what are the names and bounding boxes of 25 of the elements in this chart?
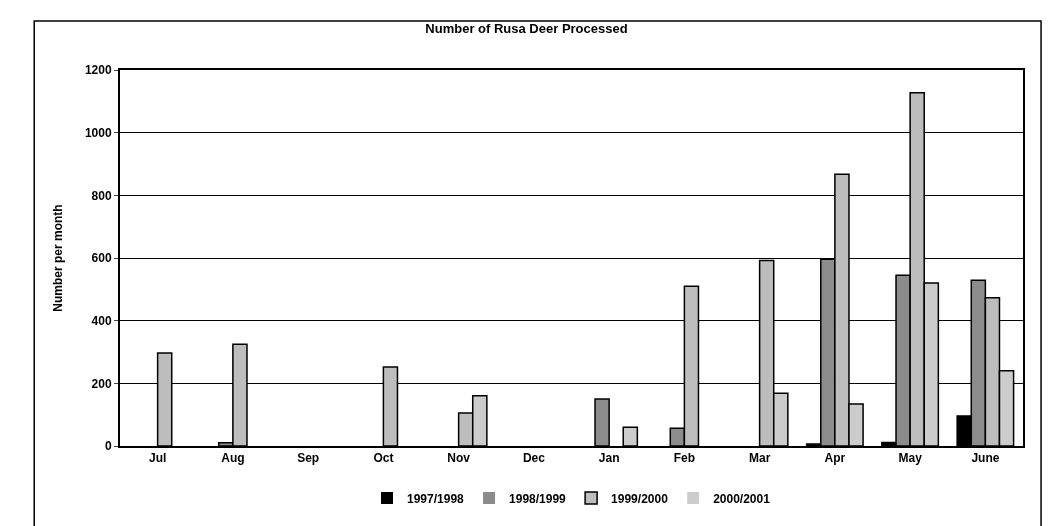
x-tick-label: Jul xyxy=(148,451,167,466)
y-tick-label: 0 xyxy=(104,439,112,454)
legend-label: 1999/2000 xyxy=(611,491,669,506)
x-tick-label: Dec xyxy=(522,451,546,466)
legend-label: 1998/1999 xyxy=(509,491,567,506)
x-tick-label: Aug xyxy=(221,451,245,466)
legend-label: 1997/1998 xyxy=(407,491,465,506)
y-tick-label: 600 xyxy=(91,251,112,266)
y-tick-label: 800 xyxy=(91,188,112,203)
x-tick-label: June xyxy=(971,451,1000,466)
chart-title: Number of Rusa Deer Processed xyxy=(425,20,628,36)
x-tick-label: Feb xyxy=(673,451,696,466)
x-tick-label: Apr xyxy=(824,451,846,466)
y-tick-label: 1000 xyxy=(84,125,112,140)
x-tick-label: Jan xyxy=(598,451,620,466)
y-tick-label: 200 xyxy=(91,376,112,391)
legend-label: 2000/2001 xyxy=(713,491,771,506)
x-tick-label: May xyxy=(898,451,923,466)
y-tick-label: 1200 xyxy=(84,63,112,78)
x-tick-label: Sep xyxy=(297,451,320,466)
y-axis-title: Number per month xyxy=(50,204,65,312)
x-tick-label: Mar xyxy=(748,451,771,466)
x-tick-label: Nov xyxy=(447,451,471,466)
x-tick-label: Oct xyxy=(373,451,394,466)
y-tick-label: 400 xyxy=(91,313,112,328)
